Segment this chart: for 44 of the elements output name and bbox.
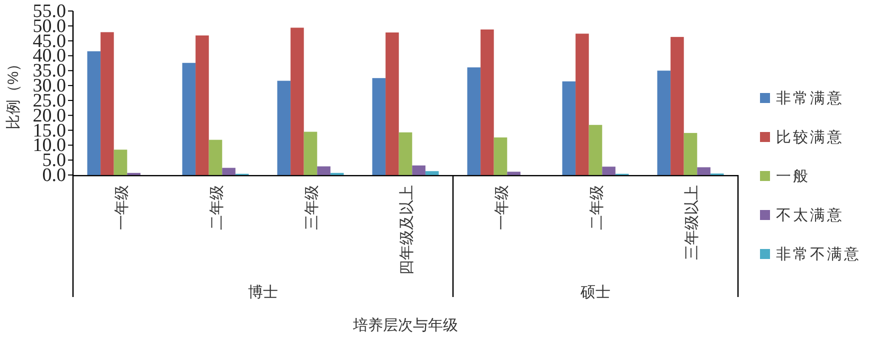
x-tick-label: 一年级 (114, 185, 130, 230)
bar (398, 132, 412, 175)
bar (562, 81, 576, 175)
bar (657, 70, 671, 175)
bar (196, 35, 209, 175)
x-tick-label: 三年级 (304, 185, 320, 230)
bar (372, 78, 386, 175)
bar (412, 165, 426, 175)
legend-label: 一般 (776, 168, 810, 185)
y-axis-title: 比例（%） (5, 56, 22, 130)
x-tick-label: 四年级及以上 (398, 185, 416, 275)
x-tick-label: 二年级 (208, 185, 226, 230)
bar (670, 36, 684, 175)
bar (100, 32, 114, 175)
legend-label: 非常不满意 (776, 246, 861, 263)
bar (386, 32, 399, 175)
bar (576, 34, 589, 175)
bar (480, 29, 494, 175)
text: 硕士 (580, 284, 610, 301)
bar (494, 137, 508, 175)
bar (290, 28, 304, 175)
legend-label: 不太满意 (776, 207, 844, 224)
bar (317, 166, 330, 175)
text: 博士 (248, 284, 278, 301)
bar (304, 132, 318, 175)
bar (602, 166, 616, 175)
bar (114, 150, 128, 175)
bar (87, 51, 101, 175)
bar (588, 124, 602, 175)
x-tick-label: 二年级 (588, 185, 606, 230)
bar (222, 168, 236, 175)
bar (277, 80, 291, 175)
x-tick-label: 一年级 (494, 185, 510, 230)
legend-label: 非常满意 (776, 90, 844, 107)
x-tick-label: 三年级以上 (684, 185, 700, 260)
bar (697, 167, 710, 175)
bar (684, 132, 698, 175)
bar (507, 172, 520, 175)
legend-label: 比较满意 (776, 129, 844, 146)
bar (182, 62, 196, 175)
bar (208, 140, 222, 175)
bar (467, 67, 481, 175)
bar (425, 171, 439, 175)
x-axis-title: 培养层次与年级 (352, 317, 458, 334)
